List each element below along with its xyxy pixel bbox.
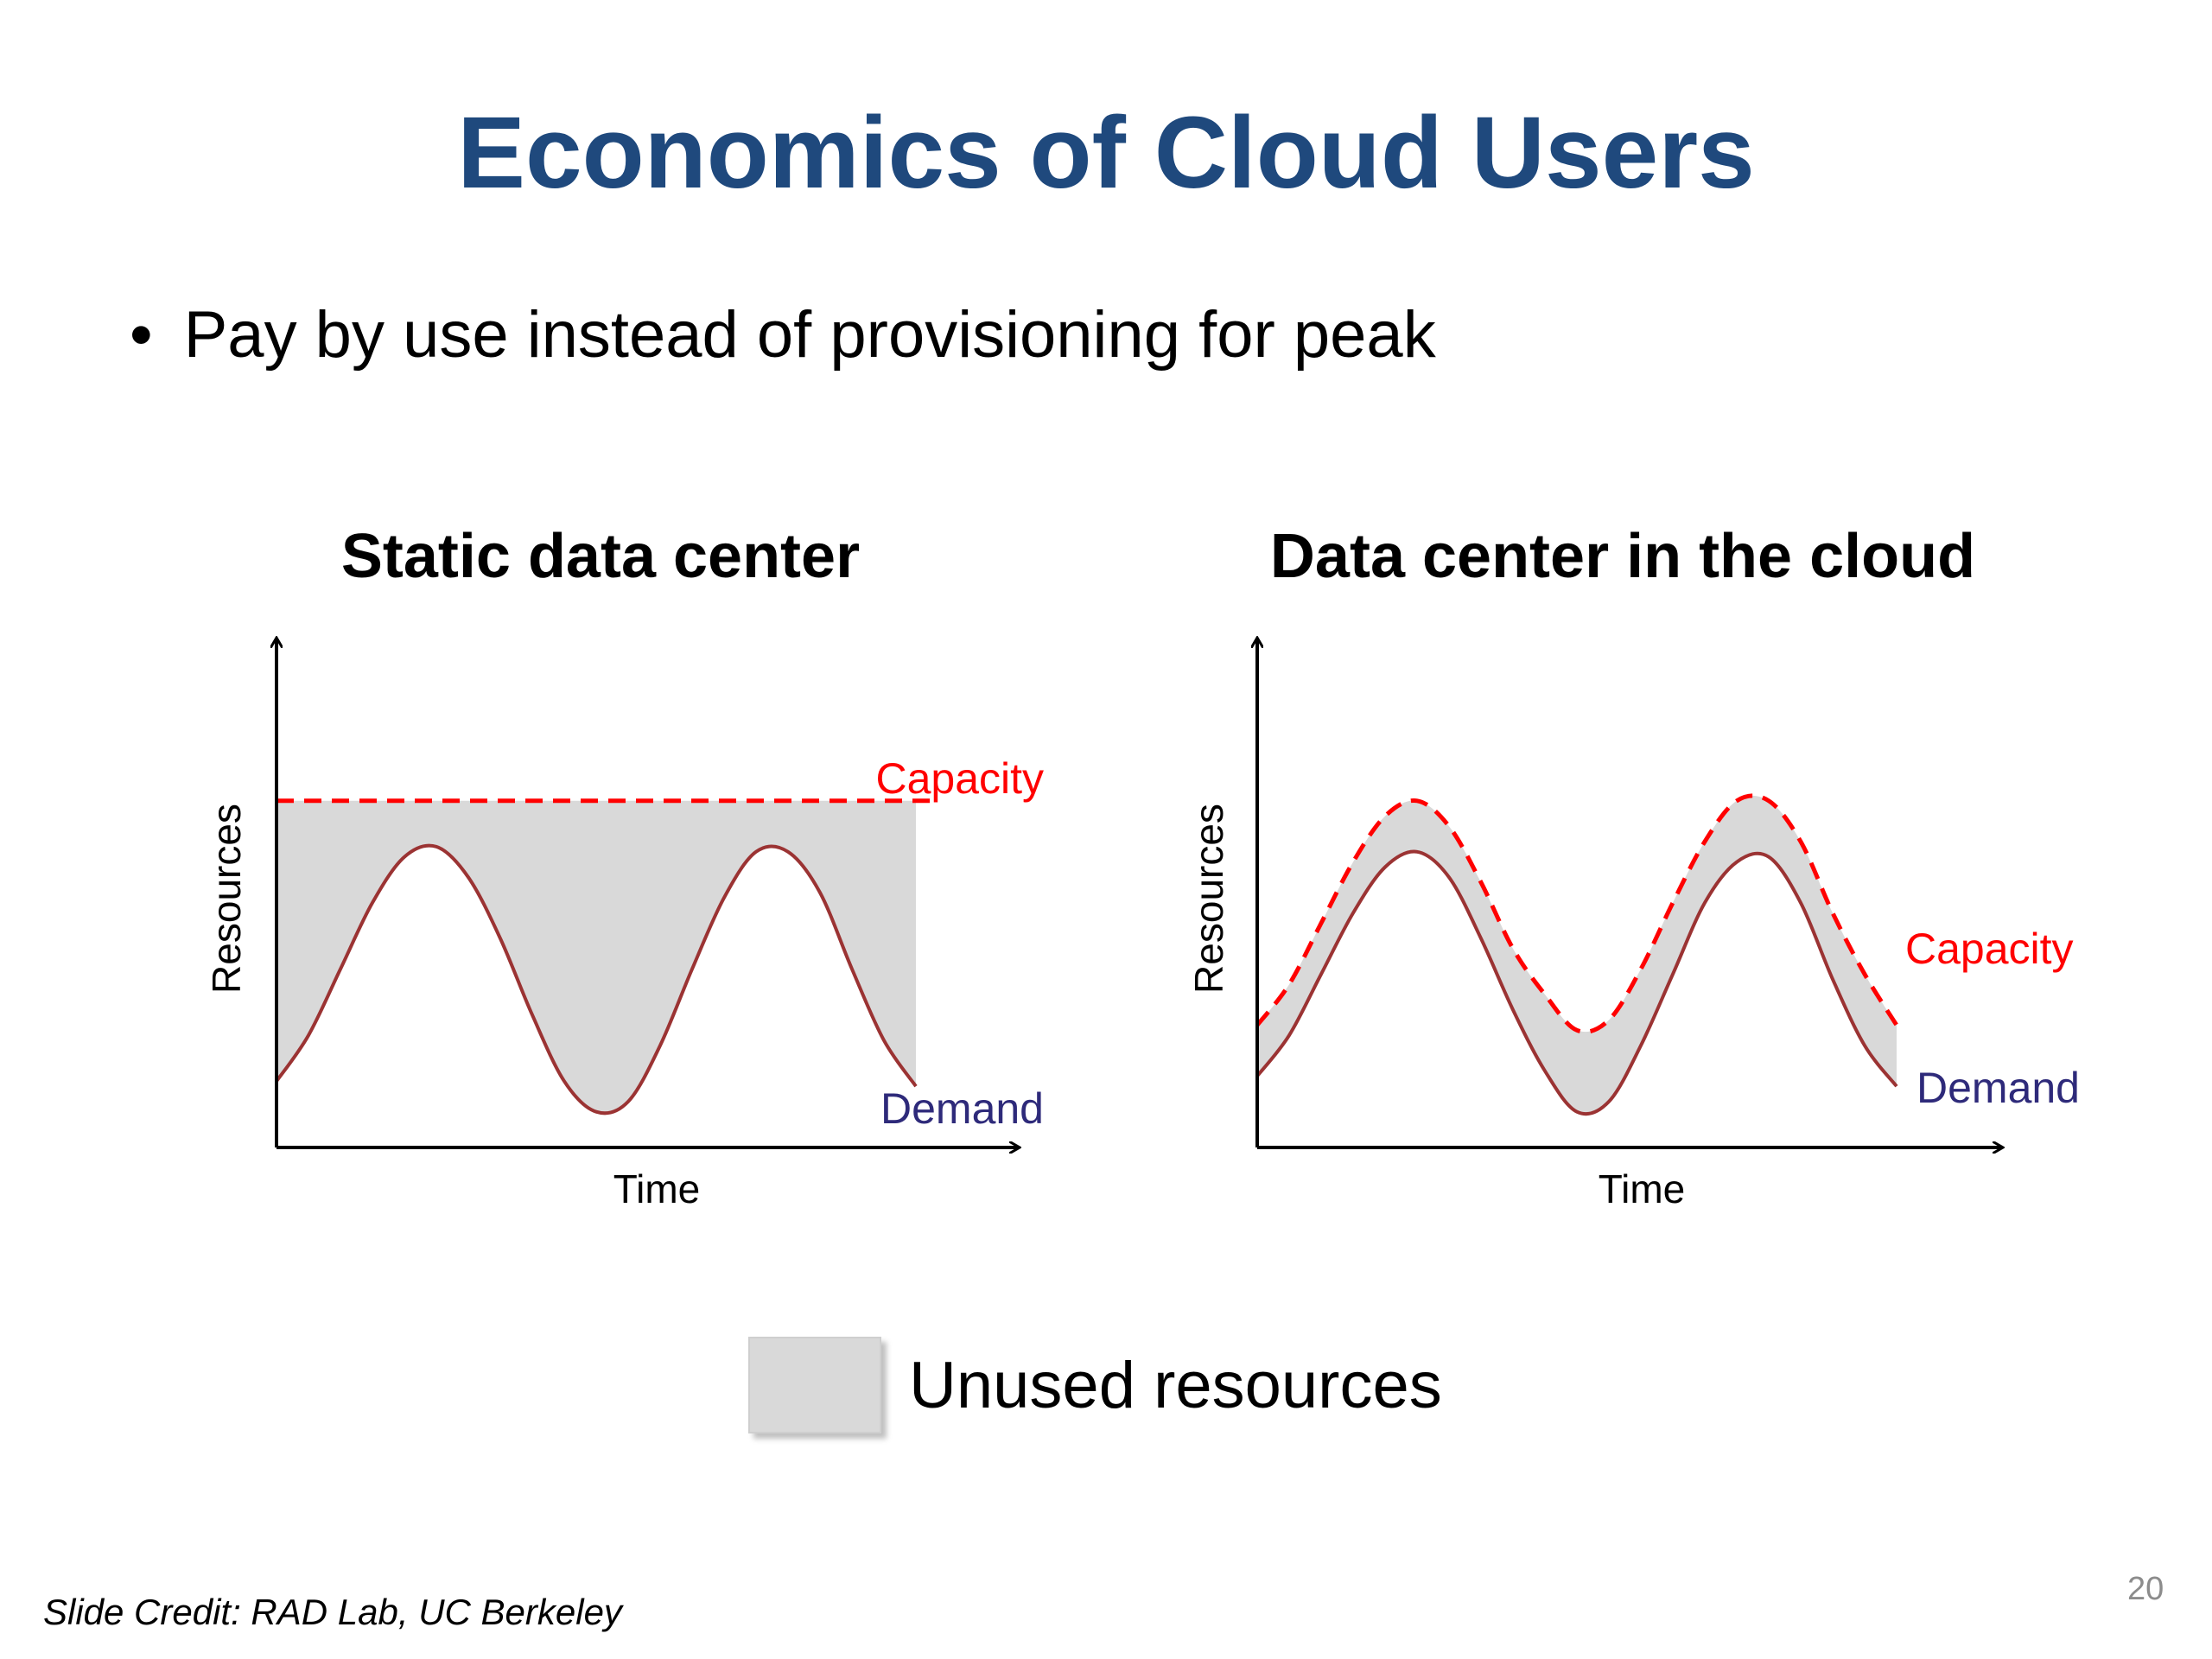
legend: Unused resources [748, 1337, 1442, 1433]
capacity-label: Capacity [1905, 925, 2074, 973]
static-datacenter-chart: Static data center Time Resources Capacity D… [204, 522, 1044, 1211]
demand-label: Demand [1916, 1064, 2080, 1112]
demand-line [275, 843, 918, 1116]
demand-label: Demand [880, 1084, 1044, 1133]
slide-title: Economics of Cloud Users [457, 96, 1755, 210]
capacity-line [1255, 793, 1899, 1034]
slide-credit: Slide Credit: RAD Lab, UC Berkeley [43, 1592, 622, 1632]
capacity-label: Capacity [875, 754, 1044, 803]
unused-resources-area [276, 800, 916, 1114]
x-axis-label: Time [613, 1166, 701, 1211]
y-axis-label: Resources [204, 804, 249, 994]
chart-title: Data center in the cloud [1270, 522, 1975, 591]
demand-line [1255, 849, 1898, 1116]
x-axis-label: Time [1599, 1166, 1686, 1211]
legend-label: Unused resources [909, 1348, 1442, 1422]
bullet-text: Pay by use instead of provisioning for p… [183, 298, 1436, 372]
bullet-icon: • [130, 298, 153, 372]
cloud-datacenter-chart: Data center in the cloud Time Resources Cap… [1186, 522, 2080, 1211]
unused-resources-swatch [748, 1337, 881, 1433]
page-number: 20 [2127, 1571, 2164, 1607]
y-axis-label: Resources [1186, 804, 1231, 994]
unused-resources-area [1257, 795, 1897, 1115]
chart-title: Static data center [341, 522, 860, 591]
bullet-point: • Pay by use instead of provisioning for … [130, 302, 1436, 368]
